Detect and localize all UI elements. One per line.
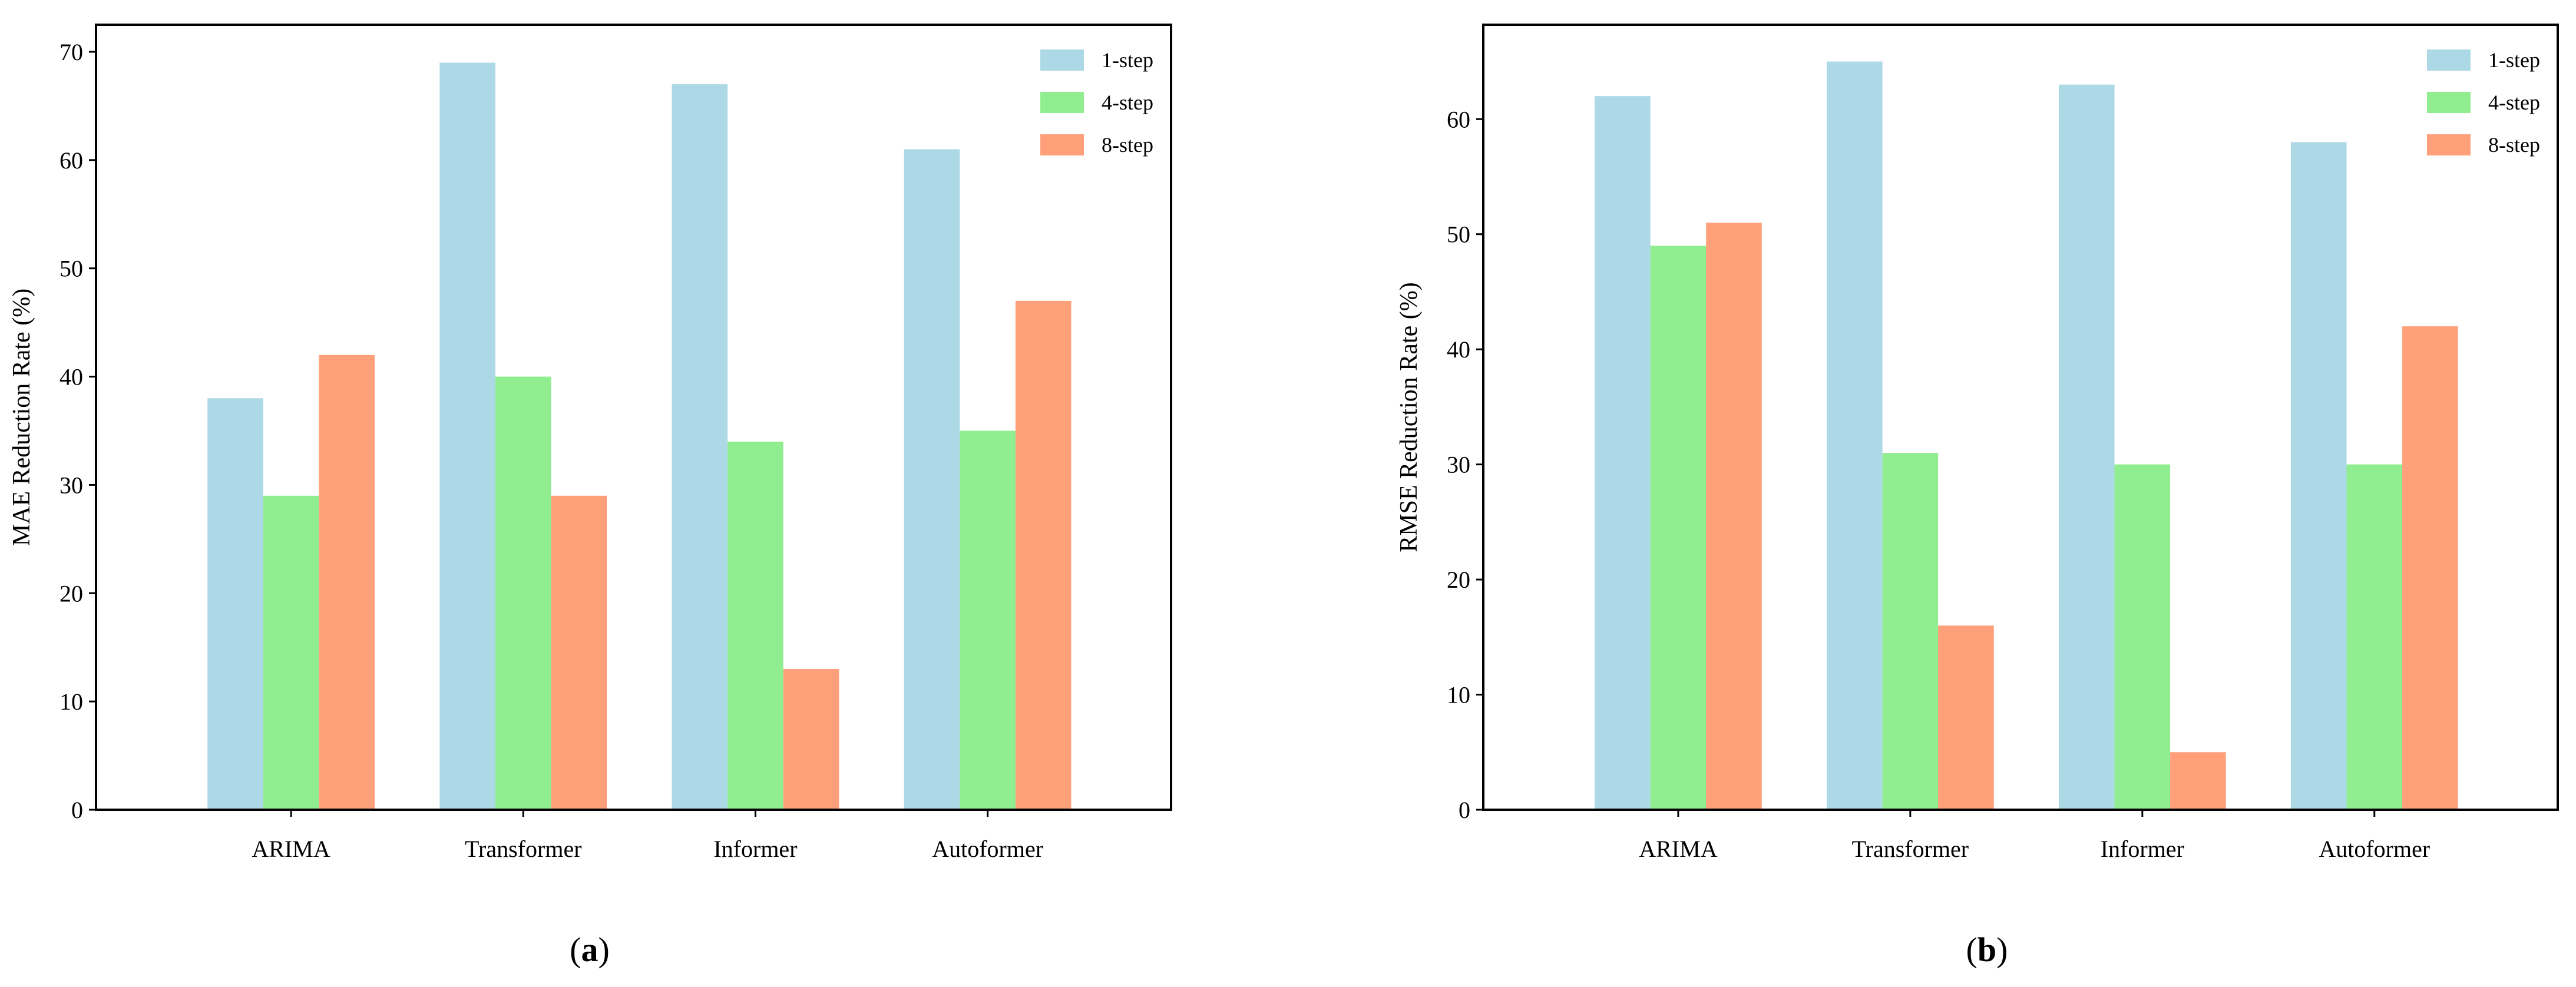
legend-label-4-step: 4-step: [1102, 91, 1153, 114]
legend-swatch-8-step: [1040, 134, 1084, 155]
bar-8-step-autoformer: [1015, 300, 1072, 810]
bar-4-step-arima: [1650, 246, 1707, 810]
y-tick-label: 20: [59, 580, 83, 607]
legend-label-1-step: 1-step: [1102, 48, 1153, 72]
y-tick-label: 10: [1447, 682, 1470, 708]
bar-4-step-autoformer: [960, 430, 1016, 810]
x-tick-label: Informer: [713, 836, 797, 862]
legend-label-4-step: 4-step: [2488, 91, 2540, 114]
y-tick-label: 70: [59, 39, 83, 65]
bar-8-step-informer: [783, 668, 839, 810]
legend-swatch-4-step: [1040, 92, 1084, 113]
bar-1-step-transformer: [1827, 61, 1883, 810]
legend-swatch-4-step: [2427, 92, 2471, 113]
panel-caption: (a): [570, 930, 610, 969]
y-tick-label: 30: [1447, 452, 1470, 478]
y-tick-label: 20: [1447, 567, 1470, 593]
bar-4-step-transformer: [495, 376, 551, 810]
x-tick-label: ARIMA: [252, 836, 330, 862]
x-tick-label: Autoformer: [2319, 836, 2430, 862]
bar-1-step-informer: [672, 84, 728, 810]
legend-label-8-step: 8-step: [2488, 133, 2540, 157]
y-tick-label: 40: [59, 364, 83, 390]
panel-b: 0 10 20 30 40 50 60 ARIMA Transformer Informer Aut…: [1396, 24, 2559, 969]
y-tick-label: 60: [59, 147, 83, 174]
y-axis-title: RMSE Reduction Rate (%): [1396, 282, 1423, 552]
x-tick-label: Transformer: [465, 836, 582, 862]
x-tick-label: Transformer: [1852, 836, 1969, 862]
y-tick-label: 50: [1447, 221, 1470, 248]
y-tick-label: 50: [59, 256, 83, 282]
bar-8-step-informer: [2170, 752, 2226, 810]
bar-8-step-transformer: [551, 495, 607, 810]
bar-1-step-informer: [2059, 84, 2115, 810]
panel-caption: (b): [1966, 930, 2008, 969]
y-tick-label: 0: [1459, 797, 1470, 823]
bar-8-step-arima: [319, 355, 375, 810]
legend-swatch-1-step: [2427, 49, 2471, 71]
plot-frame: [95, 24, 1172, 811]
bar-8-step-autoformer: [2402, 326, 2458, 810]
legend-swatch-8-step: [2427, 134, 2471, 155]
bar-4-step-transformer: [1882, 453, 1939, 810]
bar-4-step-informer: [2114, 464, 2171, 810]
y-tick-label: 40: [1447, 336, 1470, 363]
x-tick-label: Autoformer: [932, 836, 1043, 862]
plot-frame: [1482, 24, 2559, 811]
legend-swatch-1-step: [1040, 49, 1084, 71]
legend-label-8-step: 8-step: [1102, 133, 1153, 157]
bar-1-step-transformer: [439, 62, 495, 810]
bar-1-step-autoformer: [2290, 142, 2347, 810]
bar-4-step-arima: [263, 495, 319, 810]
x-tick-label: ARIMA: [1639, 836, 1717, 862]
y-tick-label: 60: [1447, 106, 1470, 133]
bar-4-step-autoformer: [2346, 464, 2403, 810]
bar-8-step-arima: [1706, 223, 1762, 810]
y-tick-label: 30: [59, 472, 83, 498]
bar-1-step-arima: [207, 398, 263, 810]
y-tick-label: 10: [59, 688, 83, 715]
y-axis-title: MAE Reduction Rate (%): [8, 289, 35, 546]
bar-1-step-arima: [1595, 96, 1651, 810]
legend-label-1-step: 1-step: [2488, 48, 2540, 72]
bar-1-step-autoformer: [904, 149, 960, 810]
bar-8-step-transformer: [1938, 625, 1994, 810]
panel-a: 0 10 20 30 40 50 60 70 ARIMA Transformer Informer A…: [8, 24, 1172, 969]
bar-4-step-informer: [728, 441, 783, 810]
x-tick-label: Informer: [2101, 836, 2184, 862]
y-tick-label: 0: [71, 797, 83, 823]
